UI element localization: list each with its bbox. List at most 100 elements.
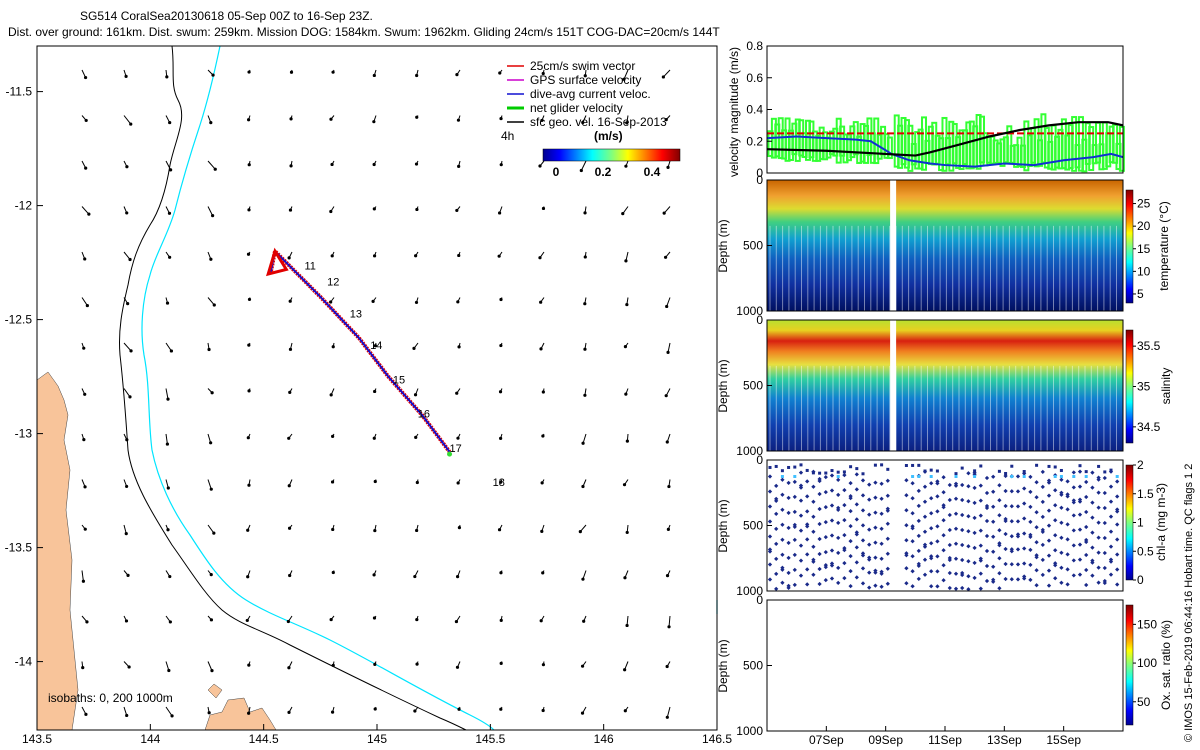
chl-sample <box>916 503 921 509</box>
chl-sample <box>1090 573 1095 578</box>
chl-sample <box>829 576 835 581</box>
oxygen-colorbar-label: Ox. sat. ratio (%) <box>1159 620 1173 710</box>
chl-sample <box>1090 470 1095 475</box>
chl-sample <box>1108 529 1114 534</box>
current-vector-head <box>331 70 335 74</box>
chl-sample <box>941 475 946 480</box>
chl-sample <box>1003 488 1008 494</box>
current-vector-head <box>541 571 545 575</box>
current-vector-head <box>372 207 376 211</box>
colorbar-tick-label: 150 <box>1137 617 1157 631</box>
current-vector-head <box>124 619 129 623</box>
chl-sample <box>879 481 884 486</box>
chl-sample <box>798 543 804 548</box>
chl-sample <box>861 472 865 476</box>
current-vector-head <box>414 254 418 258</box>
salinity-colorbar-label: salinity <box>1159 368 1173 405</box>
chl-sample <box>836 580 841 586</box>
current-vector-head <box>663 255 668 259</box>
chl-sample <box>1059 477 1064 482</box>
chl-sample-high <box>1072 475 1076 478</box>
current-vector-head <box>209 618 214 622</box>
current-vector-head <box>662 211 666 215</box>
chl-sample <box>1046 523 1052 528</box>
chl-sample <box>842 576 847 581</box>
chl-sample <box>972 560 977 566</box>
current-vector-head <box>210 669 214 673</box>
chl-sample <box>823 490 828 495</box>
current-vector-head <box>287 256 291 260</box>
net-velocity-bar <box>1071 116 1078 172</box>
chl-sample <box>916 563 921 569</box>
chl-sample <box>1003 531 1008 537</box>
chl-sample <box>879 541 884 546</box>
chl-sample <box>991 519 996 524</box>
chl-sample <box>929 584 934 589</box>
current-vector-head <box>665 304 669 309</box>
chl-sample <box>979 464 983 468</box>
chl-sample <box>780 469 784 473</box>
header-title-line1: SG514 CoralSea20130618 05-Sep 00Z to 16-… <box>80 9 373 23</box>
current-vector-head <box>455 665 460 669</box>
chl-sample <box>960 557 965 563</box>
chl-sample <box>817 521 822 527</box>
chl-sample <box>1071 513 1076 518</box>
chl-sample <box>941 548 946 553</box>
chl-sample <box>1046 493 1052 498</box>
current-vector-head <box>331 570 335 575</box>
net-velocity-bar <box>1118 125 1125 172</box>
current-vector-head <box>247 711 251 715</box>
chl-sample <box>829 563 835 568</box>
chl-sample <box>1108 484 1114 489</box>
chl-sample <box>1065 479 1070 484</box>
chl-sample <box>848 583 853 589</box>
chl-sample <box>923 469 927 473</box>
chl-sample <box>805 509 810 514</box>
chl-sample <box>1071 558 1076 563</box>
chl-sample <box>811 559 816 564</box>
chl-sample <box>904 478 909 483</box>
chl-sample <box>935 524 940 529</box>
chl-sample <box>767 489 773 494</box>
chl-sample <box>811 514 816 519</box>
day-label: 18 <box>493 477 505 489</box>
current-vector-head <box>579 168 583 173</box>
current-vector-head <box>624 259 628 263</box>
current-vector-head <box>413 709 417 713</box>
chl-sample <box>1115 567 1120 572</box>
chl-sample <box>829 488 835 493</box>
current-vector-head <box>124 532 128 536</box>
current-vector-head <box>287 710 291 714</box>
current-vector-head <box>667 484 671 489</box>
current-vector-head <box>583 74 587 78</box>
chl-sample <box>1084 539 1089 545</box>
chl-sample <box>792 524 797 529</box>
current-vector-head <box>168 255 172 259</box>
track-end-marker <box>447 451 453 457</box>
current-vector-head <box>82 438 86 442</box>
chl-sample <box>805 537 810 542</box>
depth-tick-label: 0 <box>756 313 763 327</box>
colorbar-tick-0: 0 <box>553 165 560 179</box>
chl-sample <box>966 587 971 592</box>
chl-sample <box>1022 546 1027 551</box>
island <box>207 683 223 699</box>
current-vector-head <box>126 573 130 577</box>
current-vector-head <box>541 206 546 211</box>
chl-sample <box>860 523 866 528</box>
chl-sample <box>1034 568 1039 573</box>
chl-sample <box>910 481 915 486</box>
current-vector-head <box>169 349 173 353</box>
chl-sample <box>1096 535 1101 540</box>
chl-sample <box>972 545 977 551</box>
current-vector-head <box>287 526 292 530</box>
chl-sample <box>774 586 779 592</box>
current-vector-head <box>84 166 88 170</box>
current-vector-head <box>167 211 172 215</box>
chl-sample <box>917 463 921 467</box>
chl-sample <box>1090 530 1095 535</box>
chl-sample <box>829 503 835 508</box>
chl-sample <box>842 503 847 508</box>
chl-sample <box>904 523 909 528</box>
